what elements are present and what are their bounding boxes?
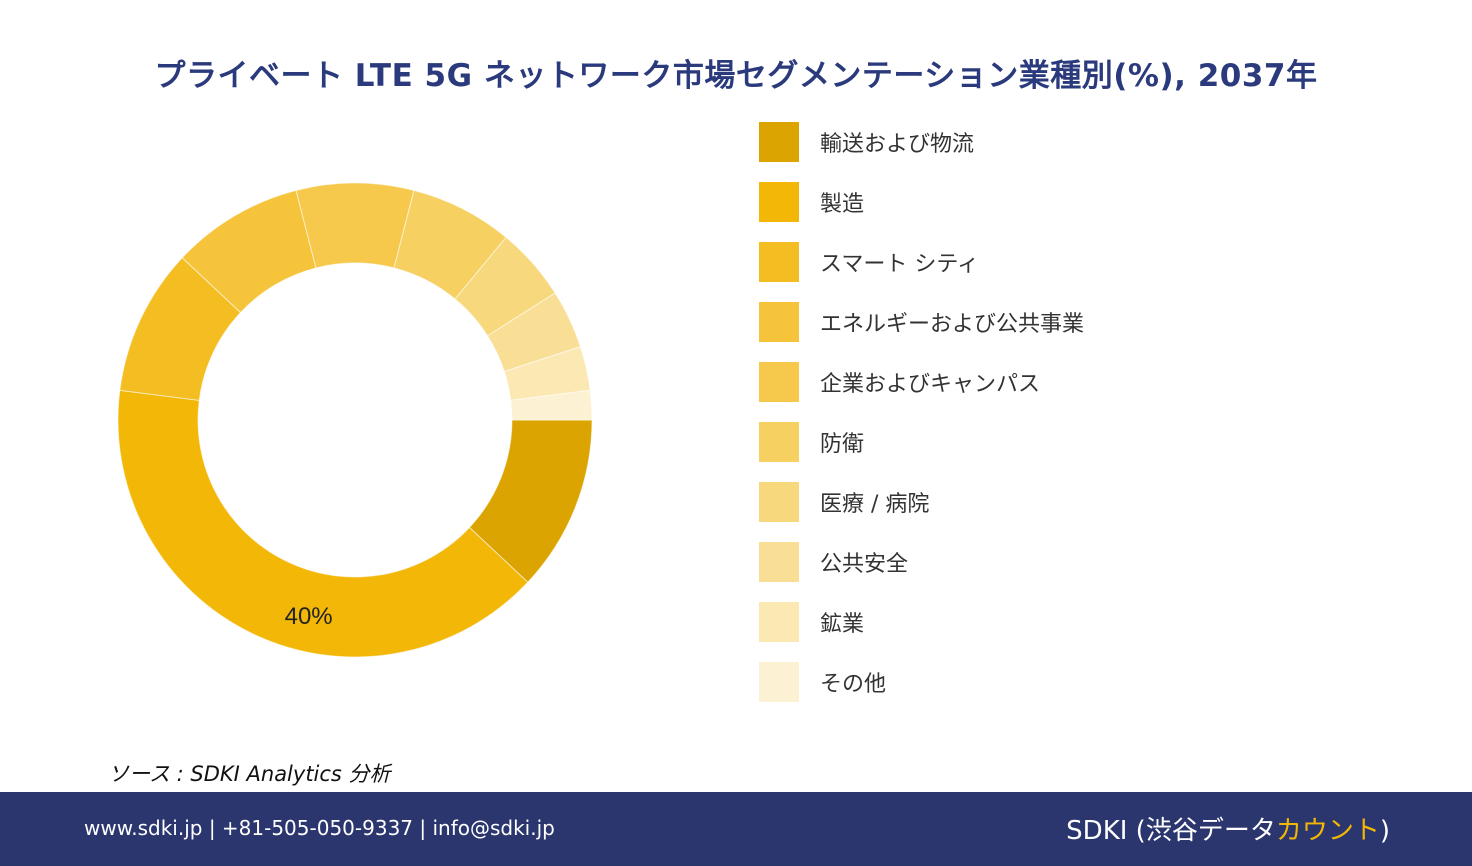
slice-data-label: 40% xyxy=(285,603,333,630)
donut-slice xyxy=(117,389,529,658)
legend-item: 公共安全 xyxy=(759,542,1084,582)
footer-bar: www.sdki.jp | +81-505-050-9337 | info@sd… xyxy=(0,792,1472,866)
brand-name: SDKI (渋谷データ xyxy=(1066,816,1276,846)
legend-swatch xyxy=(759,422,799,462)
legend-label: 製造 xyxy=(820,192,865,217)
legend-item: 医療 / 病院 xyxy=(759,482,1084,522)
legend-label: 企業およびキャンパス xyxy=(820,372,1041,397)
legend-label: その他 xyxy=(820,672,887,697)
legend-item: 製造 xyxy=(759,182,1084,222)
legend-swatch xyxy=(759,662,799,702)
legend-item: 鉱業 xyxy=(759,602,1084,642)
legend-item: その他 xyxy=(759,662,1084,702)
legend-item: スマート シティ xyxy=(759,242,1084,282)
legend: 輸送および物流 製造 スマート シティ エネルギーおよび公共事業 企業およびキャ… xyxy=(759,122,1084,722)
brand-logo: SDKI (渋谷データカウント) xyxy=(1066,810,1390,847)
legend-swatch xyxy=(759,542,799,582)
legend-label: 公共安全 xyxy=(820,552,909,577)
legend-swatch xyxy=(759,302,799,342)
legend-swatch xyxy=(759,242,799,282)
legend-label: エネルギーおよび公共事業 xyxy=(820,312,1085,337)
legend-item: エネルギーおよび公共事業 xyxy=(759,302,1084,342)
legend-swatch xyxy=(759,122,799,162)
legend-item: 輸送および物流 xyxy=(759,122,1084,162)
legend-item: 防衛 xyxy=(759,422,1084,462)
legend-label: 防衛 xyxy=(820,432,865,457)
donut-chart: 40% xyxy=(117,182,593,658)
donut-slice xyxy=(295,182,415,269)
legend-label: スマート シティ xyxy=(820,252,980,277)
donut-slice xyxy=(510,389,593,421)
chart-title: プライベート LTE 5G ネットワーク市場セグメンテーション業種別(%), 2… xyxy=(154,58,1318,94)
legend-label: 医療 / 病院 xyxy=(820,492,930,517)
brand-accent: カウント xyxy=(1275,816,1380,846)
source-note: ソース : SDKI Analytics 分析 xyxy=(108,762,391,786)
legend-swatch xyxy=(759,602,799,642)
legend-swatch xyxy=(759,182,799,222)
legend-item: 企業およびキャンパス xyxy=(759,362,1084,402)
legend-label: 輸送および物流 xyxy=(820,132,975,157)
brand-end: ) xyxy=(1379,816,1390,846)
legend-swatch xyxy=(759,482,799,522)
footer-contact[interactable]: www.sdki.jp | +81-505-050-9337 | info@sd… xyxy=(84,816,555,840)
legend-label: 鉱業 xyxy=(820,612,865,637)
legend-swatch xyxy=(759,362,799,402)
